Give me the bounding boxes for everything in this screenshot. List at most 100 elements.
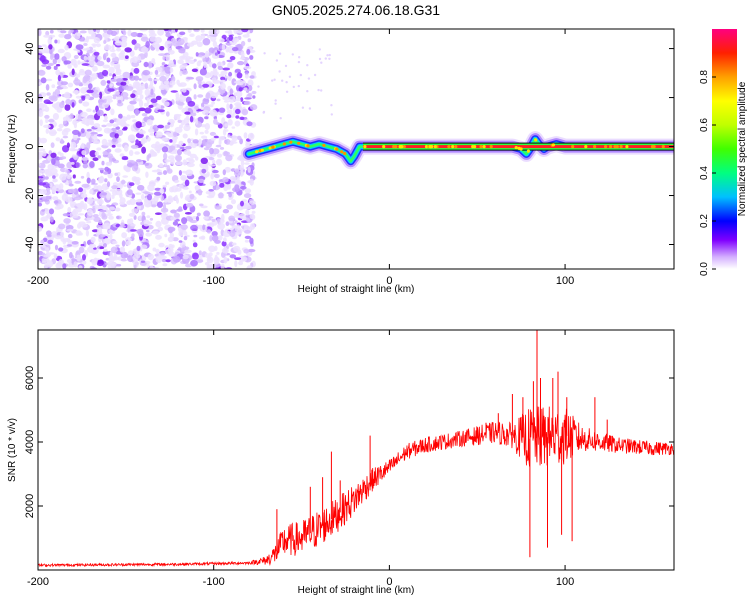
noise-blob (156, 176, 161, 181)
bottom-y-axis-label: SNR (10 * v/v) (7, 418, 18, 482)
noise-blob (208, 189, 214, 192)
noise-blob (213, 135, 219, 139)
noise-blob (133, 176, 141, 182)
noise-blob (221, 240, 227, 247)
noise-blob (202, 38, 211, 46)
noise-blob (111, 44, 115, 50)
noise-blob (184, 212, 192, 215)
noise-blob (216, 158, 223, 166)
noise-blob (114, 36, 121, 42)
noise-blob (75, 230, 82, 236)
noise-blob (239, 57, 246, 60)
noise-blob (197, 79, 202, 86)
noise-blob (78, 36, 86, 42)
noise-blob (141, 194, 145, 200)
noise-blob (164, 66, 172, 74)
noise-blob (54, 235, 63, 240)
noise-blob (170, 209, 177, 214)
noise-blob (163, 213, 168, 217)
noise-blob (211, 231, 218, 237)
noise-blob (116, 143, 122, 148)
noise-blob (165, 111, 170, 117)
noise-blob (177, 119, 182, 124)
noise-blob (115, 244, 120, 247)
noise-blob (227, 134, 231, 138)
noise-blob (157, 201, 163, 208)
noise-blob (178, 184, 184, 189)
noise-blob (67, 206, 72, 213)
noise-blob (129, 229, 137, 232)
noise-blob (69, 113, 74, 120)
noise-blob (251, 210, 256, 214)
bottom-x-axis-label: Height of straight line (km) (298, 585, 415, 596)
noise-blob (205, 92, 211, 100)
noise-blob (184, 111, 191, 115)
noise-blob (200, 205, 208, 209)
noise-blob (49, 216, 54, 223)
noise-blob (51, 158, 56, 165)
noise-blob (85, 95, 90, 100)
noise-blob (177, 148, 182, 156)
noise-blob (159, 46, 165, 51)
noise-blob (38, 151, 44, 158)
noise-blob (313, 73, 317, 77)
noise-blob (38, 69, 46, 76)
noise-blob (54, 53, 60, 60)
noise-blob (45, 78, 53, 82)
noise-blob (229, 103, 233, 110)
top-x-tick-label: 0 (386, 275, 392, 287)
noise-blob (142, 69, 151, 76)
colorbar-label: Normalized spectral amplitude (737, 81, 748, 216)
noise-blob (158, 53, 166, 56)
noise-blob (48, 62, 54, 66)
noise-blob (172, 255, 181, 263)
noise-blob (145, 232, 153, 237)
noise-blob (178, 170, 182, 176)
ridge-speckle (297, 141, 301, 145)
noise-blob (236, 224, 241, 229)
noise-blob (146, 97, 150, 105)
noise-blob (88, 136, 93, 144)
noise-blob (209, 180, 217, 186)
ridge-speckle (661, 145, 665, 149)
noise-blob (77, 213, 85, 216)
colorbar-gradient (712, 29, 737, 269)
noise-blob (127, 218, 132, 225)
noise-blob (66, 228, 74, 232)
noise-blob (57, 151, 62, 155)
noise-blob (195, 35, 203, 42)
noise-blob (164, 233, 168, 238)
noise-blob (174, 29, 178, 33)
noise-blob (162, 184, 167, 188)
noise-blob (86, 55, 95, 62)
ridge-speckle (526, 149, 531, 153)
noise-blob (108, 229, 114, 234)
noise-blob (317, 88, 320, 92)
noise-blob (132, 254, 139, 262)
noise-blob (181, 55, 185, 59)
noise-blob (78, 246, 85, 254)
noise-blob (220, 82, 226, 90)
noise-blob (182, 51, 189, 57)
noise-blob (199, 131, 204, 135)
noise-blob (40, 216, 49, 222)
noise-blob (249, 75, 255, 79)
noise-blob (107, 209, 111, 214)
noise-blob (43, 124, 51, 129)
noise-blob (132, 81, 141, 89)
noise-blob (81, 193, 88, 198)
noise-blob (228, 71, 233, 77)
noise-blob (271, 79, 274, 82)
noise-blob (89, 150, 97, 158)
noise-blob (73, 54, 79, 60)
noise-blob (101, 183, 109, 191)
noise-blob (210, 92, 218, 99)
noise-blob (92, 65, 98, 72)
noise-blob (89, 59, 96, 67)
noise-blob (224, 75, 229, 79)
noise-blob (121, 232, 127, 239)
noise-blob (83, 55, 88, 61)
noise-blob (239, 116, 245, 121)
noise-blob (91, 32, 96, 39)
noise-blob (97, 55, 102, 61)
